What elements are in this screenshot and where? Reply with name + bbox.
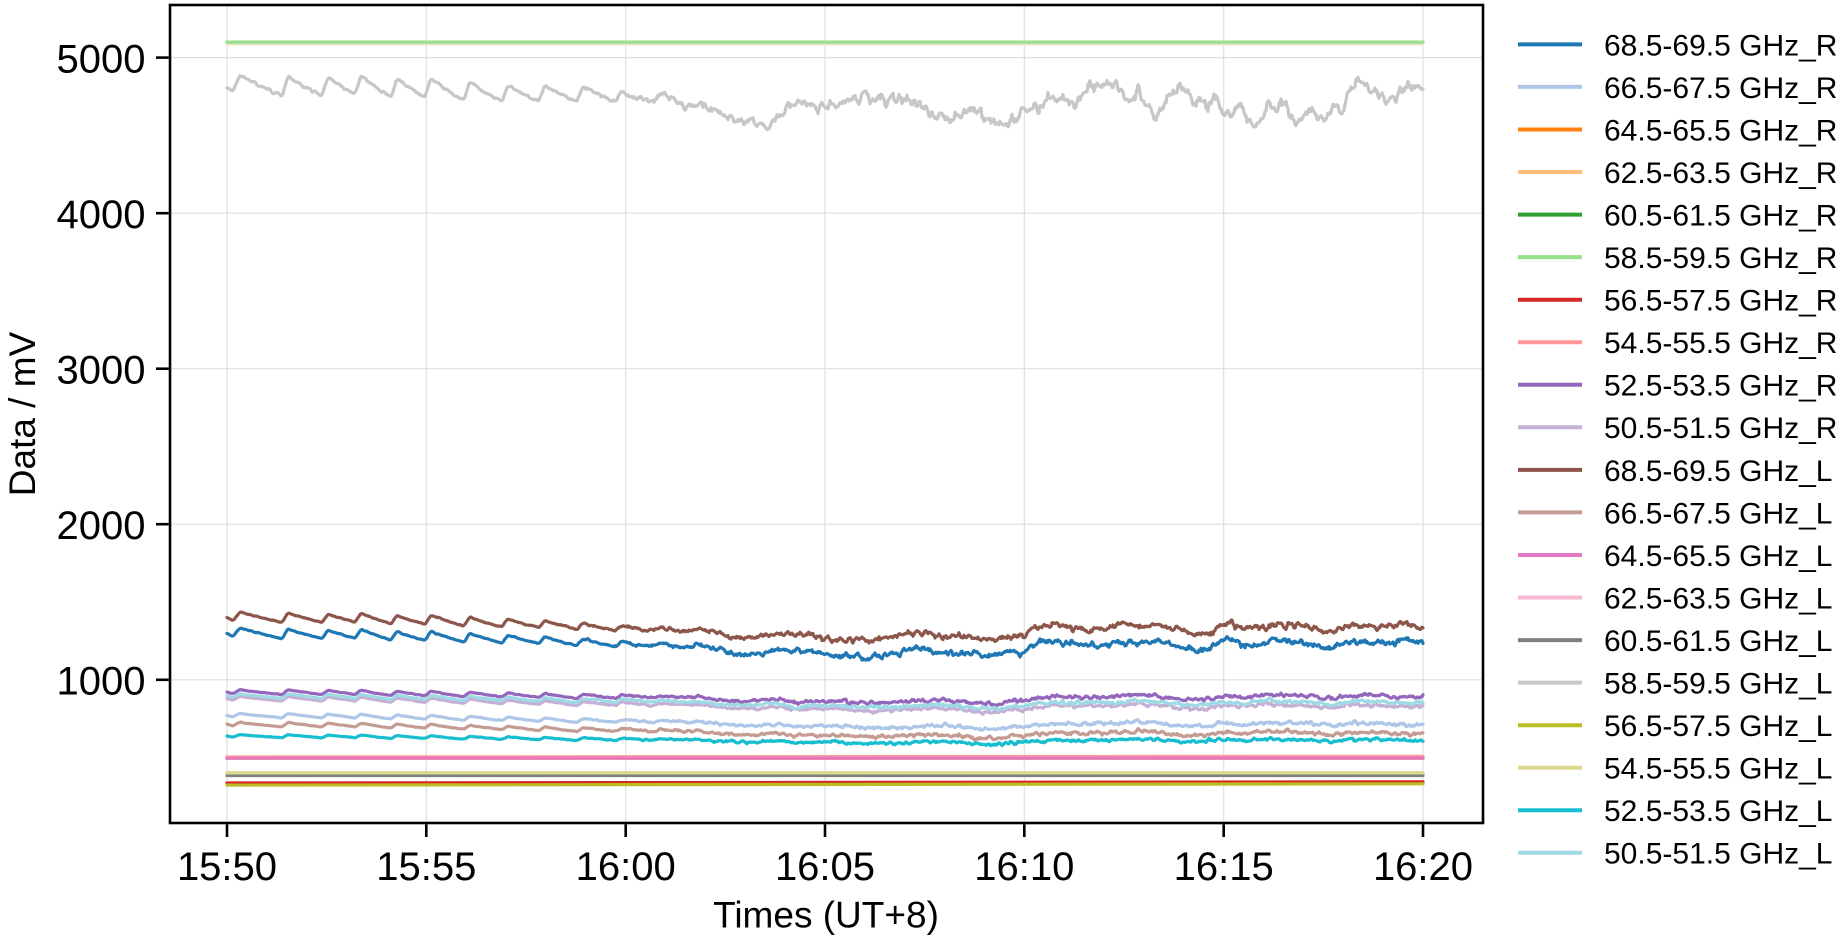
- svg-text:3000: 3000: [57, 348, 146, 392]
- svg-text:16:05: 16:05: [775, 845, 875, 889]
- svg-text:58.5-59.5 GHz_L: 58.5-59.5 GHz_L: [1604, 668, 1832, 701]
- svg-text:1000: 1000: [57, 660, 146, 704]
- svg-text:66.5-67.5 GHz_L: 66.5-67.5 GHz_L: [1604, 497, 1832, 530]
- svg-text:64.5-65.5 GHz_R: 64.5-65.5 GHz_R: [1604, 114, 1837, 147]
- svg-text:54.5-55.5 GHz_L: 54.5-55.5 GHz_L: [1604, 753, 1832, 786]
- svg-text:16:00: 16:00: [576, 845, 676, 889]
- svg-text:4000: 4000: [57, 193, 146, 237]
- svg-text:Times (UT+8): Times (UT+8): [713, 895, 939, 936]
- svg-text:2000: 2000: [57, 504, 146, 548]
- svg-text:52.5-53.5 GHz_L: 52.5-53.5 GHz_L: [1604, 795, 1832, 828]
- svg-text:62.5-63.5 GHz_R: 62.5-63.5 GHz_R: [1604, 157, 1837, 190]
- svg-text:50.5-51.5 GHz_R: 50.5-51.5 GHz_R: [1604, 412, 1837, 445]
- svg-text:Data / mV: Data / mV: [2, 331, 43, 496]
- svg-text:56.5-57.5 GHz_R: 56.5-57.5 GHz_R: [1604, 285, 1837, 318]
- svg-text:16:15: 16:15: [1174, 845, 1274, 889]
- svg-text:50.5-51.5 GHz_L: 50.5-51.5 GHz_L: [1604, 838, 1832, 871]
- svg-text:60.5-61.5 GHz_L: 60.5-61.5 GHz_L: [1604, 625, 1832, 658]
- svg-text:68.5-69.5 GHz_L: 68.5-69.5 GHz_L: [1604, 455, 1832, 488]
- svg-text:64.5-65.5 GHz_L: 64.5-65.5 GHz_L: [1604, 540, 1832, 573]
- svg-text:16:10: 16:10: [974, 845, 1074, 889]
- svg-text:56.5-57.5 GHz_L: 56.5-57.5 GHz_L: [1604, 710, 1832, 743]
- svg-text:15:50: 15:50: [177, 845, 277, 889]
- svg-text:52.5-53.5 GHz_R: 52.5-53.5 GHz_R: [1604, 370, 1837, 403]
- svg-text:60.5-61.5 GHz_R: 60.5-61.5 GHz_R: [1604, 200, 1837, 233]
- svg-text:58.5-59.5 GHz_R: 58.5-59.5 GHz_R: [1604, 242, 1837, 275]
- svg-text:62.5-63.5 GHz_L: 62.5-63.5 GHz_L: [1604, 582, 1832, 615]
- svg-text:66.5-67.5 GHz_R: 66.5-67.5 GHz_R: [1604, 72, 1837, 105]
- svg-text:68.5-69.5 GHz_R: 68.5-69.5 GHz_R: [1604, 29, 1837, 62]
- svg-text:5000: 5000: [57, 37, 146, 81]
- svg-text:54.5-55.5 GHz_R: 54.5-55.5 GHz_R: [1604, 327, 1837, 360]
- svg-text:15:55: 15:55: [376, 845, 476, 889]
- svg-text:16:20: 16:20: [1373, 845, 1473, 889]
